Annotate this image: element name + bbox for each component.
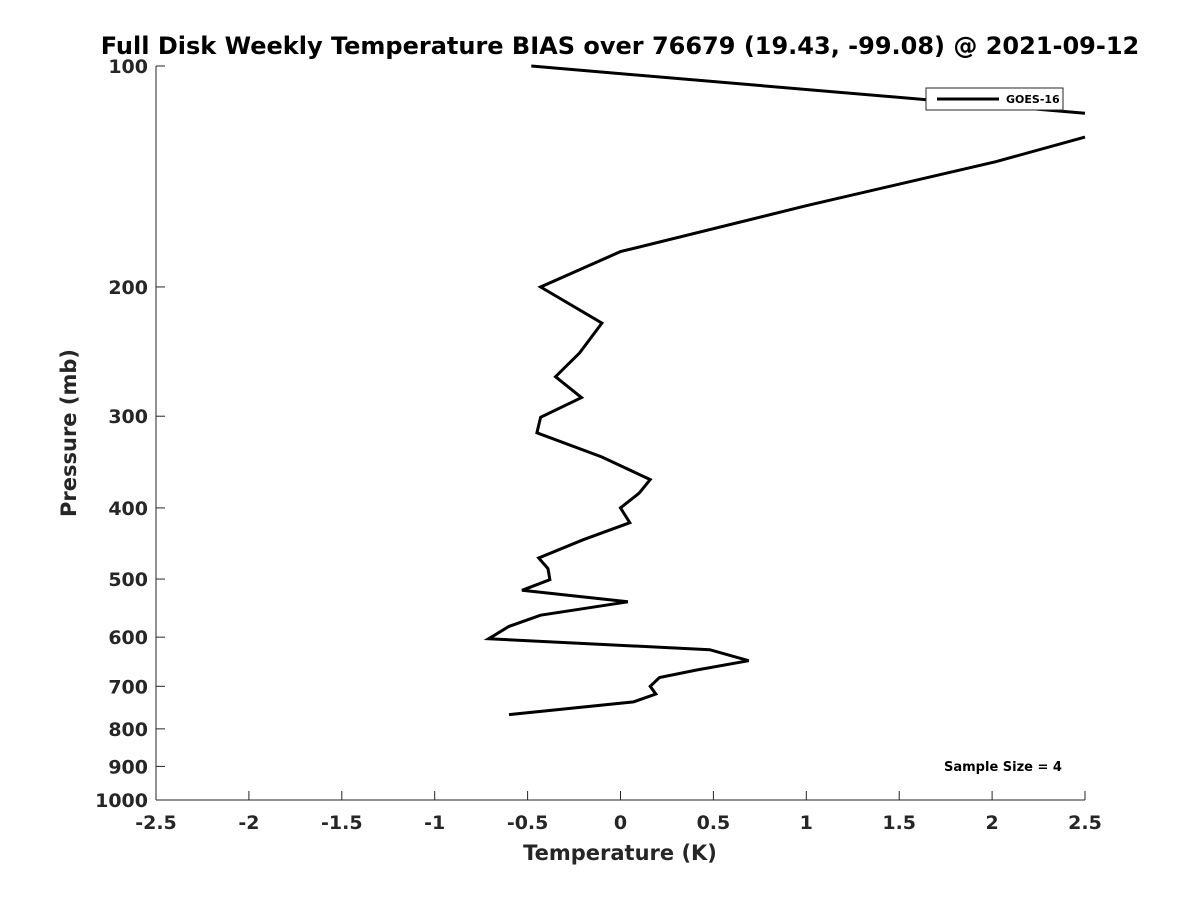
- y-tick-label: 600: [108, 627, 148, 649]
- y-tick-label: 1000: [95, 790, 148, 812]
- x-tick-label: 0: [614, 812, 627, 834]
- x-axis-label: Temperature (K): [523, 841, 717, 865]
- y-tick-label: 900: [108, 756, 148, 778]
- legend: GOES-16: [925, 87, 1064, 111]
- x-tick-label: 2.5: [1068, 812, 1102, 834]
- x-ticks: -2.5 -2 -1.5 -1 -0.5 0 0.5 1 1.5 2 2.5: [135, 791, 1102, 834]
- y-axis-label: Pressure (mb): [57, 349, 81, 517]
- y-tick-label: 400: [108, 498, 148, 520]
- chart-title: Full Disk Weekly Temperature BIAS over 7…: [101, 32, 1140, 60]
- y-tick-label: 800: [108, 719, 148, 741]
- x-tick-label: 1: [800, 812, 813, 834]
- x-tick-label: -2: [238, 812, 259, 834]
- x-tick-label: -1.5: [321, 812, 363, 834]
- y-tick-label: 700: [108, 676, 148, 698]
- y-tick-label: 500: [108, 569, 148, 591]
- y-tick-label: 200: [108, 277, 148, 299]
- x-tick-label: -0.5: [507, 812, 549, 834]
- legend-label-goes-16: GOES-16: [1006, 93, 1060, 106]
- y-ticks: 100 200 300 400 500 600 700 800 900 1000: [95, 56, 165, 812]
- x-tick-label: 0.5: [697, 812, 731, 834]
- y-tick-label: 100: [108, 56, 148, 78]
- y-tick-label: 300: [108, 406, 148, 428]
- x-tick-label: 2: [985, 812, 998, 834]
- series-line-goes-16-segment-2: [483, 135, 1086, 717]
- x-tick-label: -1: [424, 812, 445, 834]
- x-tick-label: 1.5: [882, 812, 916, 834]
- sample-size-annotation: Sample Size = 4: [944, 760, 1062, 775]
- plot-area: [156, 66, 1085, 800]
- x-tick-label: -2.5: [135, 812, 177, 834]
